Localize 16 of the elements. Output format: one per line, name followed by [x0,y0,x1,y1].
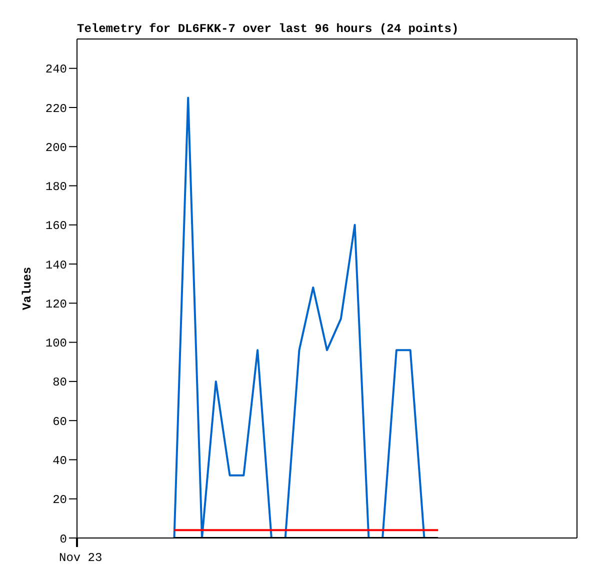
y-tick-label: 140 [45,258,67,272]
y-tick-label: 220 [45,102,67,116]
y-tick-label: 60 [52,414,67,429]
y-tick-label: 160 [45,219,67,234]
text: Nov 23 [59,551,102,565]
chart-title: Telemetry for DL6FKK-7 over last 96 hours (24 points) [77,22,459,36]
y-tick-label: 120 [45,297,67,312]
y-tick-label: 180 [45,180,67,194]
y-tick-label: 80 [52,376,67,390]
y-tick-label: 100 [45,336,67,351]
y-tick-label: 0 [60,532,67,546]
y-tick-label: 20 [52,493,67,508]
y-tick-label: 240 [45,62,67,77]
y-tick-label: 40 [52,454,67,468]
y-axis-title: Values [20,266,34,310]
y-tick-label: 200 [45,140,67,155]
